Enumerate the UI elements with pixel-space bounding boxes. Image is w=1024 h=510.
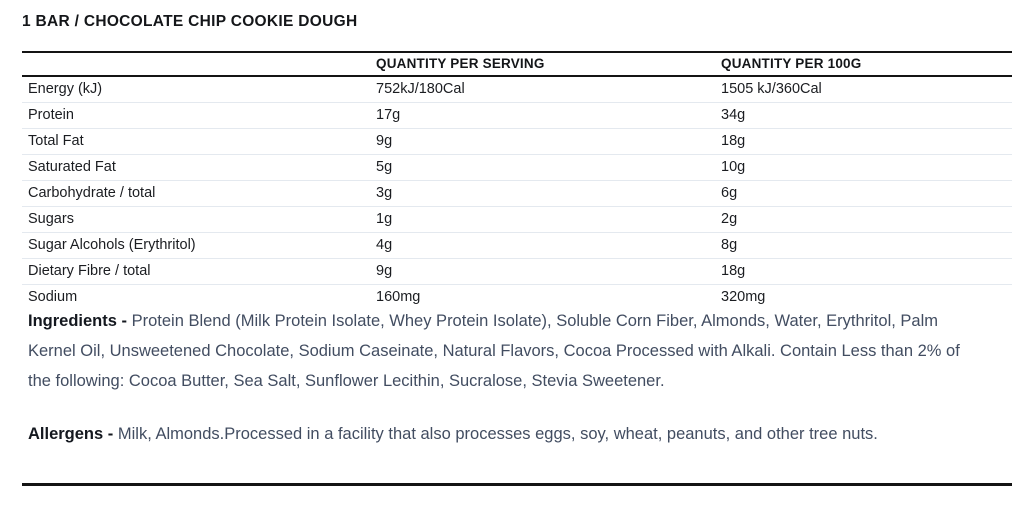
per-serving-cell: 17g <box>376 107 401 123</box>
table-header-row: QUANTITY PER SERVING QUANTITY PER 100G <box>22 52 1012 76</box>
ingredients-text: Protein Blend (Milk Protein Isolate, Whe… <box>28 312 960 390</box>
allergens-paragraph: Allergens - Milk, Almonds.Processed in a… <box>28 419 968 449</box>
nutrient-name-cell: Sugar Alcohols (Erythritol) <box>28 237 196 253</box>
ingredients-label: Ingredients - <box>28 312 128 330</box>
nutrition-table: QUANTITY PER SERVING QUANTITY PER 100G E… <box>22 51 1012 310</box>
per-100g-cell: 18g <box>721 263 746 279</box>
per-100g-cell: 10g <box>721 159 746 175</box>
per-serving-cell: 1g <box>376 211 393 227</box>
nutrient-name-cell: Sugars <box>28 211 74 227</box>
table-row: Sugar Alcohols (Erythritol) 4g 8g <box>22 233 1012 259</box>
per-100g-cell: 320mg <box>721 289 766 305</box>
table-row: Protein 17g 34g <box>22 103 1012 129</box>
table-row: Total Fat 9g 18g <box>22 129 1012 155</box>
page-title: 1 BAR / CHOCOLATE CHIP COOKIE DOUGH <box>22 13 358 30</box>
col-header-per-100g: QUANTITY PER 100G <box>721 56 862 71</box>
table-row: Sugars 1g 2g <box>22 207 1012 233</box>
per-100g-cell: 34g <box>721 107 746 123</box>
per-serving-cell: 5g <box>376 159 393 175</box>
per-serving-cell: 9g <box>376 133 393 149</box>
per-100g-cell: 2g <box>721 211 738 227</box>
nutrient-name-cell: Carbohydrate / total <box>28 185 156 201</box>
bottom-divider <box>22 483 1012 486</box>
nutrient-name-cell: Sodium <box>28 289 78 305</box>
ingredients-paragraph: Ingredients - Protein Blend (Milk Protei… <box>28 306 968 396</box>
table-row: Energy (kJ) 752kJ/180Cal 1505 kJ/360Cal <box>22 76 1012 103</box>
nutrient-name-cell: Dietary Fibre / total <box>28 263 151 279</box>
allergens-text: Milk, Almonds.Processed in a facility th… <box>113 425 878 443</box>
table-row: Saturated Fat 5g 10g <box>22 155 1012 181</box>
table-row: Sodium 160mg 320mg <box>22 285 1012 311</box>
nutrient-name-cell: Energy (kJ) <box>28 81 103 97</box>
col-header-nutrient <box>22 52 376 76</box>
per-100g-cell: 6g <box>721 185 738 201</box>
per-100g-cell: 18g <box>721 133 746 149</box>
col-header-per-serving: QUANTITY PER SERVING <box>376 56 545 71</box>
per-100g-cell: 8g <box>721 237 738 253</box>
per-serving-cell: 3g <box>376 185 393 201</box>
per-serving-cell: 9g <box>376 263 393 279</box>
table-row: Dietary Fibre / total 9g 18g <box>22 259 1012 285</box>
per-serving-cell: 4g <box>376 237 393 253</box>
allergens-label: Allergens - <box>28 425 114 443</box>
nutrient-name-cell: Total Fat <box>28 133 84 149</box>
table-row: Carbohydrate / total 3g 6g <box>22 181 1012 207</box>
per-serving-cell: 752kJ/180Cal <box>376 81 465 97</box>
per-serving-cell: 160mg <box>376 289 421 305</box>
nutrient-name-cell: Protein <box>28 107 74 123</box>
per-100g-cell: 1505 kJ/360Cal <box>721 81 822 97</box>
nutrient-name-cell: Saturated Fat <box>28 159 116 175</box>
